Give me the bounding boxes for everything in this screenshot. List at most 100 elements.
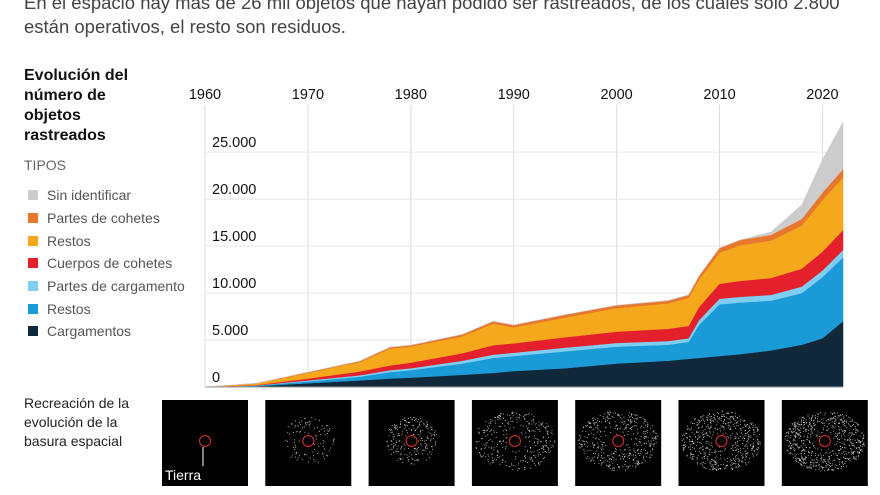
- debris-dot: [431, 426, 433, 428]
- debris-dot: [314, 448, 316, 450]
- debris-dot: [724, 458, 726, 460]
- debris-dot: [747, 427, 749, 429]
- debris-dot: [752, 444, 754, 446]
- debris-dot: [604, 459, 606, 461]
- debris-dot: [860, 442, 862, 444]
- debris-dot: [435, 434, 437, 436]
- debris-dot: [861, 443, 863, 445]
- debris-dot: [487, 461, 489, 463]
- debris-dot: [691, 443, 693, 445]
- debris-dot: [715, 468, 717, 470]
- debris-dot: [411, 458, 413, 460]
- debris-dot: [813, 462, 815, 464]
- debris-dot: [853, 445, 855, 447]
- debris-dot: [649, 450, 651, 452]
- debris-dot: [624, 469, 626, 471]
- debris-dot: [857, 455, 859, 457]
- debris-dot: [793, 422, 795, 424]
- debris-dot: [489, 430, 491, 432]
- debris-dot: [643, 433, 645, 435]
- debris-dot: [498, 440, 500, 442]
- debris-dot: [584, 453, 586, 455]
- debris-dot: [500, 413, 502, 415]
- debris-dot: [847, 435, 849, 437]
- debris-dot: [713, 451, 715, 453]
- debris-dot: [622, 420, 624, 422]
- debris-dot: [644, 442, 646, 444]
- debris-dot: [651, 454, 653, 456]
- debris-dot: [639, 441, 641, 443]
- debris-dot: [841, 452, 843, 454]
- debris-dot: [742, 453, 744, 455]
- debris-dot: [538, 462, 540, 464]
- debris-dot: [637, 448, 639, 450]
- debris-dot: [729, 460, 731, 462]
- debris-dot: [849, 459, 851, 461]
- legend-label: Partes de cohetes: [47, 210, 160, 227]
- debris-dot: [710, 418, 712, 420]
- debris-dot: [839, 442, 841, 444]
- debris-dot: [686, 437, 688, 439]
- debris-dot: [426, 426, 428, 428]
- debris-dot: [402, 462, 404, 464]
- debris-dot: [419, 422, 421, 424]
- debris-dot: [518, 417, 520, 419]
- debris-dot: [536, 449, 538, 451]
- debris-dot: [504, 447, 506, 449]
- debris-dot: [863, 445, 865, 447]
- debris-dot: [859, 440, 861, 442]
- debris-dot: [394, 424, 396, 426]
- debris-dot: [637, 431, 639, 433]
- debris-dot: [475, 447, 477, 449]
- debris-dot: [690, 452, 692, 454]
- debris-dot: [539, 428, 541, 430]
- debris-dot: [643, 458, 645, 460]
- debris-dot: [711, 452, 713, 454]
- debris-dot: [529, 447, 531, 449]
- debris-dot: [625, 425, 627, 427]
- debris-dot: [744, 459, 746, 461]
- debris-dot: [747, 441, 749, 443]
- debris-dot: [837, 434, 839, 436]
- legend-swatch: [28, 303, 38, 314]
- debris-dot: [308, 461, 310, 463]
- debris-dot: [427, 438, 429, 440]
- debris-dot: [639, 454, 641, 456]
- debris-dot: [792, 453, 794, 455]
- debris-dot: [499, 418, 501, 420]
- debris-dot: [708, 443, 710, 445]
- debris-dot: [706, 434, 708, 436]
- debris-dot: [410, 417, 412, 419]
- debris-dot: [542, 445, 544, 447]
- debris-dot: [639, 452, 641, 454]
- debris-dot: [593, 422, 595, 424]
- debris-dot: [695, 436, 697, 438]
- debris-dot: [810, 436, 812, 438]
- debris-dot: [682, 447, 684, 449]
- debris-dot: [792, 456, 794, 458]
- debris-dot: [816, 418, 818, 420]
- debris-dot: [698, 423, 700, 425]
- debris-dot: [616, 425, 618, 427]
- debris-dot: [855, 421, 857, 423]
- debris-dot: [834, 413, 836, 415]
- debris-dot: [807, 424, 809, 426]
- debris-dot: [306, 454, 308, 456]
- debris-dot: [798, 437, 800, 439]
- debris-dot: [849, 438, 851, 440]
- debris-dot: [615, 424, 617, 426]
- debris-dot: [608, 414, 610, 416]
- debris-dot: [686, 428, 688, 430]
- debris-dot: [624, 448, 626, 450]
- debris-dot: [651, 448, 653, 450]
- debris-dot: [526, 462, 528, 464]
- debris-dot: [799, 463, 801, 465]
- debris-dot: [643, 426, 645, 428]
- debris-dot: [803, 422, 805, 424]
- debris-dot: [523, 415, 525, 417]
- debris-dot: [716, 462, 718, 464]
- debris-dot: [600, 447, 602, 449]
- debris-dot: [848, 424, 850, 426]
- debris-dot: [698, 431, 700, 433]
- debris-dot: [820, 470, 822, 472]
